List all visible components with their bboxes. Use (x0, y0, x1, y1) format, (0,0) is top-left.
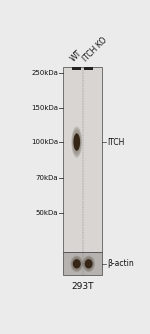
Text: 100kDa: 100kDa (31, 139, 58, 145)
Ellipse shape (84, 257, 94, 270)
Ellipse shape (72, 128, 82, 157)
Bar (63, 252, 102, 276)
Text: 50kDa: 50kDa (36, 210, 58, 216)
Text: 250kDa: 250kDa (31, 69, 58, 75)
Ellipse shape (70, 256, 83, 272)
Text: β-actin: β-actin (107, 259, 134, 268)
Ellipse shape (71, 257, 82, 271)
Text: 70kDa: 70kDa (36, 175, 58, 181)
Ellipse shape (72, 130, 81, 154)
Ellipse shape (83, 256, 94, 272)
Bar (72, 67, 81, 70)
Ellipse shape (73, 133, 80, 151)
Text: ITCH KO: ITCH KO (81, 35, 109, 63)
Text: 293T: 293T (71, 282, 94, 291)
Ellipse shape (71, 126, 82, 158)
Ellipse shape (72, 257, 82, 270)
Text: 150kDa: 150kDa (31, 105, 58, 111)
Bar (63, 67, 102, 252)
Ellipse shape (71, 256, 83, 272)
Text: WT: WT (69, 48, 84, 63)
Ellipse shape (72, 129, 81, 156)
Bar (84, 67, 93, 70)
Ellipse shape (85, 259, 93, 269)
Ellipse shape (83, 257, 94, 271)
Ellipse shape (82, 256, 95, 272)
Ellipse shape (73, 259, 81, 269)
Text: ITCH: ITCH (107, 138, 124, 147)
